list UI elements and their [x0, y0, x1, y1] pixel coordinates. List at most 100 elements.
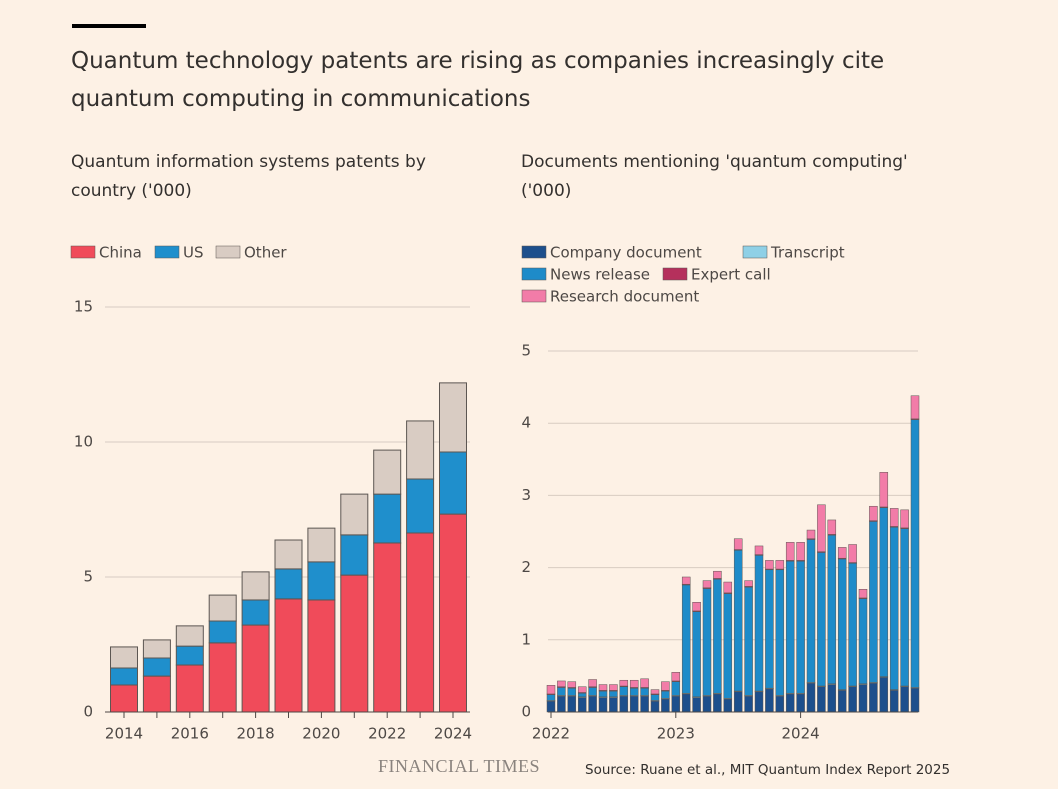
- bar-segment: [692, 697, 701, 713]
- bar-segment: [702, 580, 712, 589]
- legend-swatch: [154, 245, 180, 259]
- y-tick-label: 1: [521, 630, 531, 648]
- x-tick-label: 2022: [368, 725, 406, 743]
- bar-segment: [588, 695, 597, 713]
- bar-segment: [765, 560, 774, 570]
- bar-segment: [796, 542, 805, 561]
- bar-segment: [619, 679, 629, 687]
- legend-label: Research document: [550, 288, 699, 306]
- y-tick-label: 15: [74, 298, 93, 316]
- bar-segment: [340, 534, 369, 576]
- bar-segment: [785, 693, 795, 713]
- bar-segment: [340, 493, 369, 536]
- bar-segment: [837, 558, 847, 690]
- chart-title: Quantum information systems patents by c…: [71, 152, 426, 201]
- bar-segment: [713, 578, 722, 694]
- bar-segment: [910, 419, 920, 688]
- bar-segment: [557, 687, 566, 696]
- brand: FINANCIAL TIMES: [378, 756, 540, 776]
- bar-segment: [754, 555, 764, 692]
- bar-segment: [557, 680, 566, 687]
- bar-segment: [806, 682, 816, 713]
- bar-segment: [598, 690, 608, 698]
- bar-segment: [817, 552, 826, 687]
- bar-segment: [110, 646, 138, 669]
- y-tick-label: 5: [83, 568, 93, 586]
- bar-segment: [629, 687, 639, 696]
- bar-segment: [671, 695, 681, 713]
- x-tick-label: 2022: [532, 725, 570, 743]
- bar-segment: [723, 698, 733, 713]
- legend-swatch: [70, 245, 96, 259]
- bar-segment: [241, 599, 270, 626]
- bar-segment: [567, 681, 577, 688]
- bar-segment: [848, 563, 857, 687]
- bar-segment: [373, 449, 402, 495]
- bar-segment: [640, 695, 649, 713]
- bar-segment: [858, 589, 868, 599]
- bar-segment: [406, 532, 435, 713]
- x-tick-label: 2018: [237, 725, 275, 743]
- bar-segment: [175, 645, 204, 666]
- y-tick-label: 10: [74, 433, 93, 451]
- bar-segment: [827, 684, 837, 713]
- bar-segment: [775, 695, 785, 713]
- bar-segment: [577, 686, 587, 693]
- bar-segment: [785, 560, 795, 694]
- bar-segment: [274, 539, 303, 570]
- bar-segment: [889, 690, 899, 713]
- bar-segment: [577, 697, 587, 713]
- bar-segment: [889, 508, 899, 527]
- bar-segment: [806, 529, 816, 539]
- bar-segment: [241, 624, 270, 713]
- bar-segment: [837, 690, 847, 713]
- bar-segment: [889, 526, 899, 690]
- bar-segment: [650, 689, 660, 695]
- bar-segment: [744, 586, 753, 696]
- bar-segment: [681, 576, 691, 585]
- bar-segment: [765, 688, 774, 713]
- bar-segment: [609, 697, 618, 713]
- legend-label: Transcript: [770, 244, 845, 262]
- bar-segment: [557, 695, 566, 713]
- bar-segment: [609, 690, 618, 698]
- bar-segment: [650, 694, 660, 701]
- x-tick-label: 2024: [782, 725, 820, 743]
- bar-segment: [619, 686, 629, 696]
- bar-segment: [910, 687, 920, 713]
- bar-segment: [640, 687, 649, 696]
- bar-segment: [723, 593, 733, 699]
- bar-segment: [175, 664, 204, 713]
- bar-segment: [340, 574, 369, 713]
- bar-segment: [661, 698, 670, 713]
- bar-segment: [373, 542, 402, 713]
- bar-segment: [588, 687, 597, 696]
- bar-segment: [879, 472, 889, 508]
- x-tick-label: 2023: [657, 725, 695, 743]
- bar-segment: [796, 693, 805, 713]
- bar-segment: [567, 687, 577, 696]
- bar-segment: [806, 539, 816, 683]
- bar-segment: [858, 684, 868, 713]
- bar-segment: [733, 550, 743, 692]
- bar-segment: [175, 625, 204, 647]
- bar-segment: [439, 513, 467, 713]
- bar-segment: [837, 547, 847, 559]
- bar-segment: [858, 598, 868, 685]
- bar-segment: [567, 695, 577, 713]
- bar-segment: [619, 695, 629, 713]
- bar-segment: [702, 695, 712, 713]
- bar-segment: [713, 693, 722, 713]
- legend-label: News release: [550, 266, 650, 284]
- source: Source: Ruane et al., MIT Quantum Index …: [585, 762, 950, 778]
- legend-swatch: [742, 245, 768, 259]
- bar-segment: [208, 594, 237, 622]
- bar-segment: [650, 700, 660, 713]
- bar-segment: [869, 682, 878, 713]
- bar-segment: [609, 684, 618, 691]
- bar-segment: [848, 544, 857, 563]
- y-tick-label: 5: [521, 342, 531, 360]
- bar-segment: [848, 686, 857, 713]
- bar-segment: [879, 507, 889, 677]
- bar-segment: [754, 545, 764, 555]
